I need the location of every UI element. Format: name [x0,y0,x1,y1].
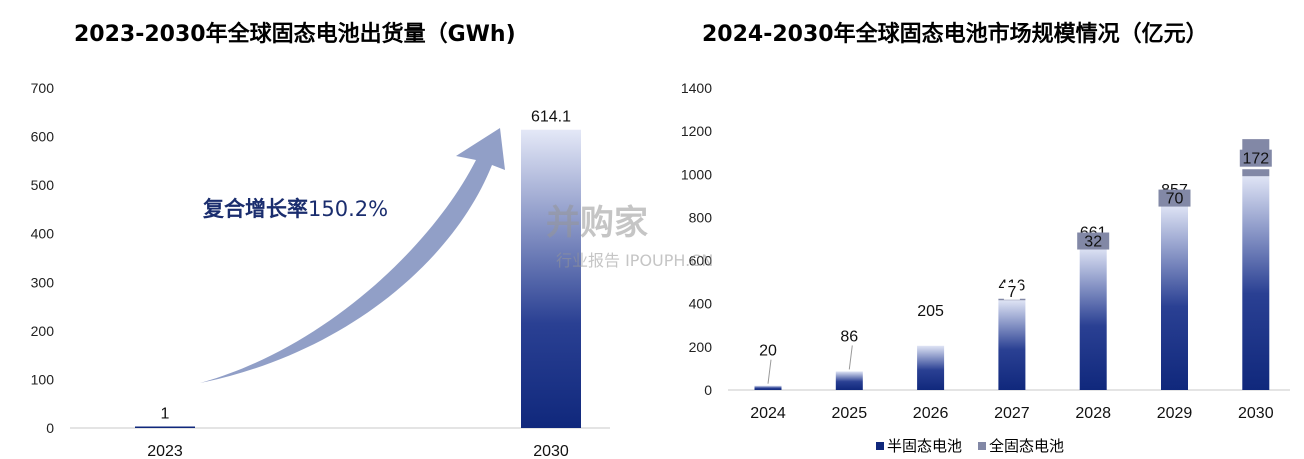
full-data-label: 172 [1242,151,1269,168]
semi-data-label: 205 [917,303,944,320]
right-x-tick: 2028 [1075,405,1111,422]
legend-label-semi: 半固态电池 [887,437,963,455]
left-x-tick: 2030 [533,443,569,459]
left-y-tick: 500 [31,177,55,193]
left-bar [521,129,581,429]
leader-line [767,359,772,384]
growth-arrow-icon [200,128,505,383]
right-y-tick: 0 [704,382,712,398]
semi-solid-bar [1242,176,1270,390]
left-data-label: 1 [161,406,170,423]
left-y-tick: 100 [31,371,55,387]
cagr-value: 150.2% [308,197,389,221]
full-label-bg [1003,282,1020,300]
right-y-tick: 600 [689,253,713,269]
right-x-tick: 2024 [750,405,786,422]
semi-solid-bar [917,345,945,390]
right-y-tick: 200 [689,339,713,355]
semi-solid-bar [998,300,1026,390]
right-x-tick: 2029 [1157,405,1193,422]
left-chart-title: 2023-2030年全球固态电池出货量（GWh) [74,22,516,47]
full-label-bg [1077,232,1110,250]
right-y-tick: 1400 [681,80,712,96]
full-data-label: 32 [1084,234,1102,251]
left-y-tick: 0 [46,420,54,436]
right-y-tick: 1200 [681,123,712,139]
legend-swatch-semi [876,441,884,450]
watermark-subtext: 行业报告 IPOUPH.CN [556,251,714,270]
full-label-bg [1158,189,1191,207]
right-chart-title: 2024-2030年全球固态电池市场规模情况（亿元） [702,22,1208,47]
semi-data-label: 20 [759,343,777,360]
legend: 半固态电池 全固态电池 [876,435,1064,456]
right-x-tick: 2027 [994,405,1030,422]
left-y-tick: 600 [31,129,55,145]
cagr-annotation: 复合增长率150.2% [203,193,388,223]
right-y-tick: 1000 [681,166,712,182]
full-label-bg [1239,149,1272,167]
left-y-tick: 200 [31,323,55,339]
watermark-logo: 并购家 [546,203,648,243]
left-y-tick: 300 [31,274,55,290]
legend-item-full: 全固态电池 [978,435,1064,456]
semi-solid-bar [1079,247,1107,390]
semi-solid-bar [1161,205,1188,390]
legend-label-full: 全固态电池 [989,437,1065,455]
cagr-label: 复合增长率 [203,197,308,221]
left-bar [135,426,195,428]
right-y-tick: 800 [689,209,713,225]
left-y-tick: 400 [31,226,55,242]
left-x-tick: 2023 [147,443,183,459]
right-x-tick: 2026 [913,405,949,422]
left-y-tick: 700 [31,80,55,96]
full-data-label: 7 [1007,284,1016,301]
leader-line [848,345,853,370]
semi-data-label: 86 [840,328,858,345]
full-data-label: 70 [1166,191,1184,208]
right-x-tick: 2025 [832,405,868,422]
legend-swatch-full [978,441,987,450]
left-data-label: 614.1 [531,109,571,126]
right-x-tick: 2030 [1238,405,1274,422]
semi-solid-bar [835,371,863,390]
right-y-tick: 400 [689,296,713,312]
legend-item-semi: 半固态电池 [876,435,962,456]
semi-solid-bar [754,385,782,390]
